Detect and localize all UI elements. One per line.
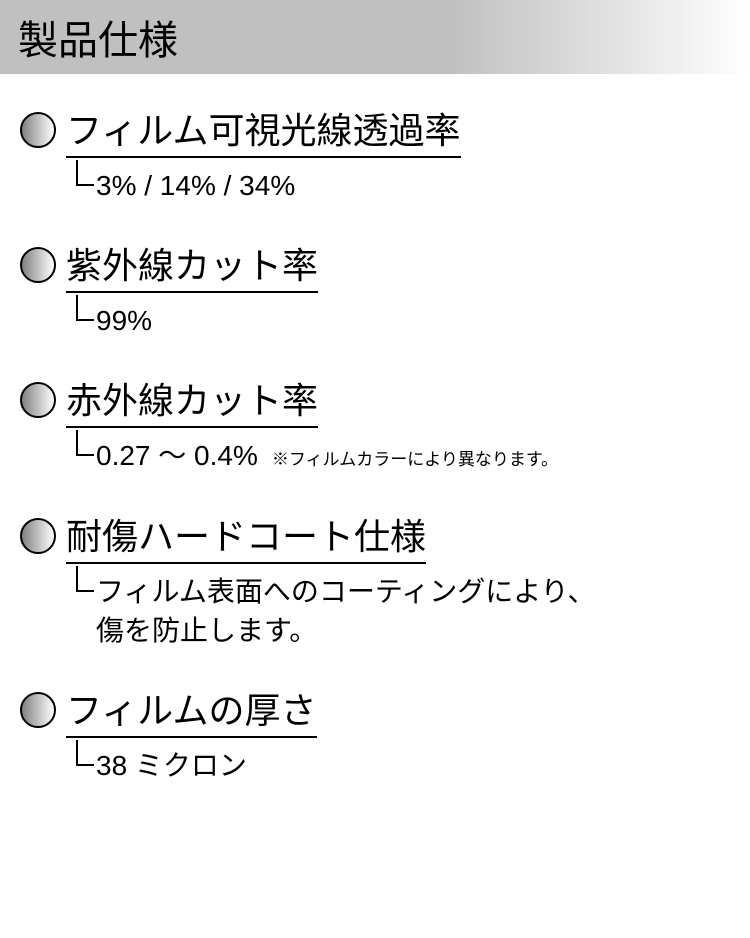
spec-value: 0.27 〜 0.4% — [96, 436, 258, 475]
spec-title: フィルムの厚さ — [66, 682, 317, 738]
spec-list: フィルム可視光線透過率 3% / 14% / 34% 紫外線カット率 99% 赤… — [0, 74, 750, 785]
bullet-icon — [20, 382, 56, 418]
corner-icon — [76, 740, 94, 766]
spec-title: 紫外線カット率 — [66, 237, 318, 293]
spec-sub: 38 ミクロン — [76, 740, 730, 785]
spec-item: フィルム可視光線透過率 3% / 14% / 34% — [20, 102, 730, 205]
spec-sub: 0.27 〜 0.4% ※フィルムカラーにより異なります。 — [76, 430, 730, 475]
spec-row: 赤外線カット率 — [20, 372, 730, 428]
spec-item: 紫外線カット率 99% — [20, 237, 730, 340]
header-bar: 製品仕様 — [0, 0, 750, 74]
spec-title: 耐傷ハードコート仕様 — [66, 508, 426, 564]
spec-title: フィルム可視光線透過率 — [66, 102, 461, 158]
spec-item: 耐傷ハードコート仕様 フィルム表面へのコーティングにより、 傷を防止します。 — [20, 508, 730, 650]
spec-note: ※フィルムカラーにより異なります。 — [272, 445, 558, 470]
bullet-icon — [20, 692, 56, 728]
corner-icon — [76, 160, 94, 186]
corner-icon — [76, 566, 94, 592]
spec-item: フィルムの厚さ 38 ミクロン — [20, 682, 730, 785]
spec-value: 99% — [96, 301, 152, 340]
spec-sub: フィルム表面へのコーティングにより、 傷を防止します。 — [76, 566, 730, 650]
spec-title: 赤外線カット率 — [66, 372, 318, 428]
spec-value: 3% / 14% / 34% — [96, 166, 295, 205]
spec-value: 38 ミクロン — [96, 746, 247, 785]
spec-row: 耐傷ハードコート仕様 — [20, 508, 730, 564]
spec-row: フィルムの厚さ — [20, 682, 730, 738]
page-title: 製品仕様 — [18, 19, 178, 63]
bullet-icon — [20, 112, 56, 148]
spec-row: 紫外線カット率 — [20, 237, 730, 293]
bullet-icon — [20, 518, 56, 554]
spec-sub: 3% / 14% / 34% — [76, 160, 730, 205]
corner-icon — [76, 295, 94, 321]
spec-row: フィルム可視光線透過率 — [20, 102, 730, 158]
corner-icon — [76, 430, 94, 456]
spec-item: 赤外線カット率 0.27 〜 0.4% ※フィルムカラーにより異なります。 — [20, 372, 730, 475]
spec-value: フィルム表面へのコーティングにより、 傷を防止します。 — [96, 572, 596, 650]
spec-sub: 99% — [76, 295, 730, 340]
bullet-icon — [20, 247, 56, 283]
